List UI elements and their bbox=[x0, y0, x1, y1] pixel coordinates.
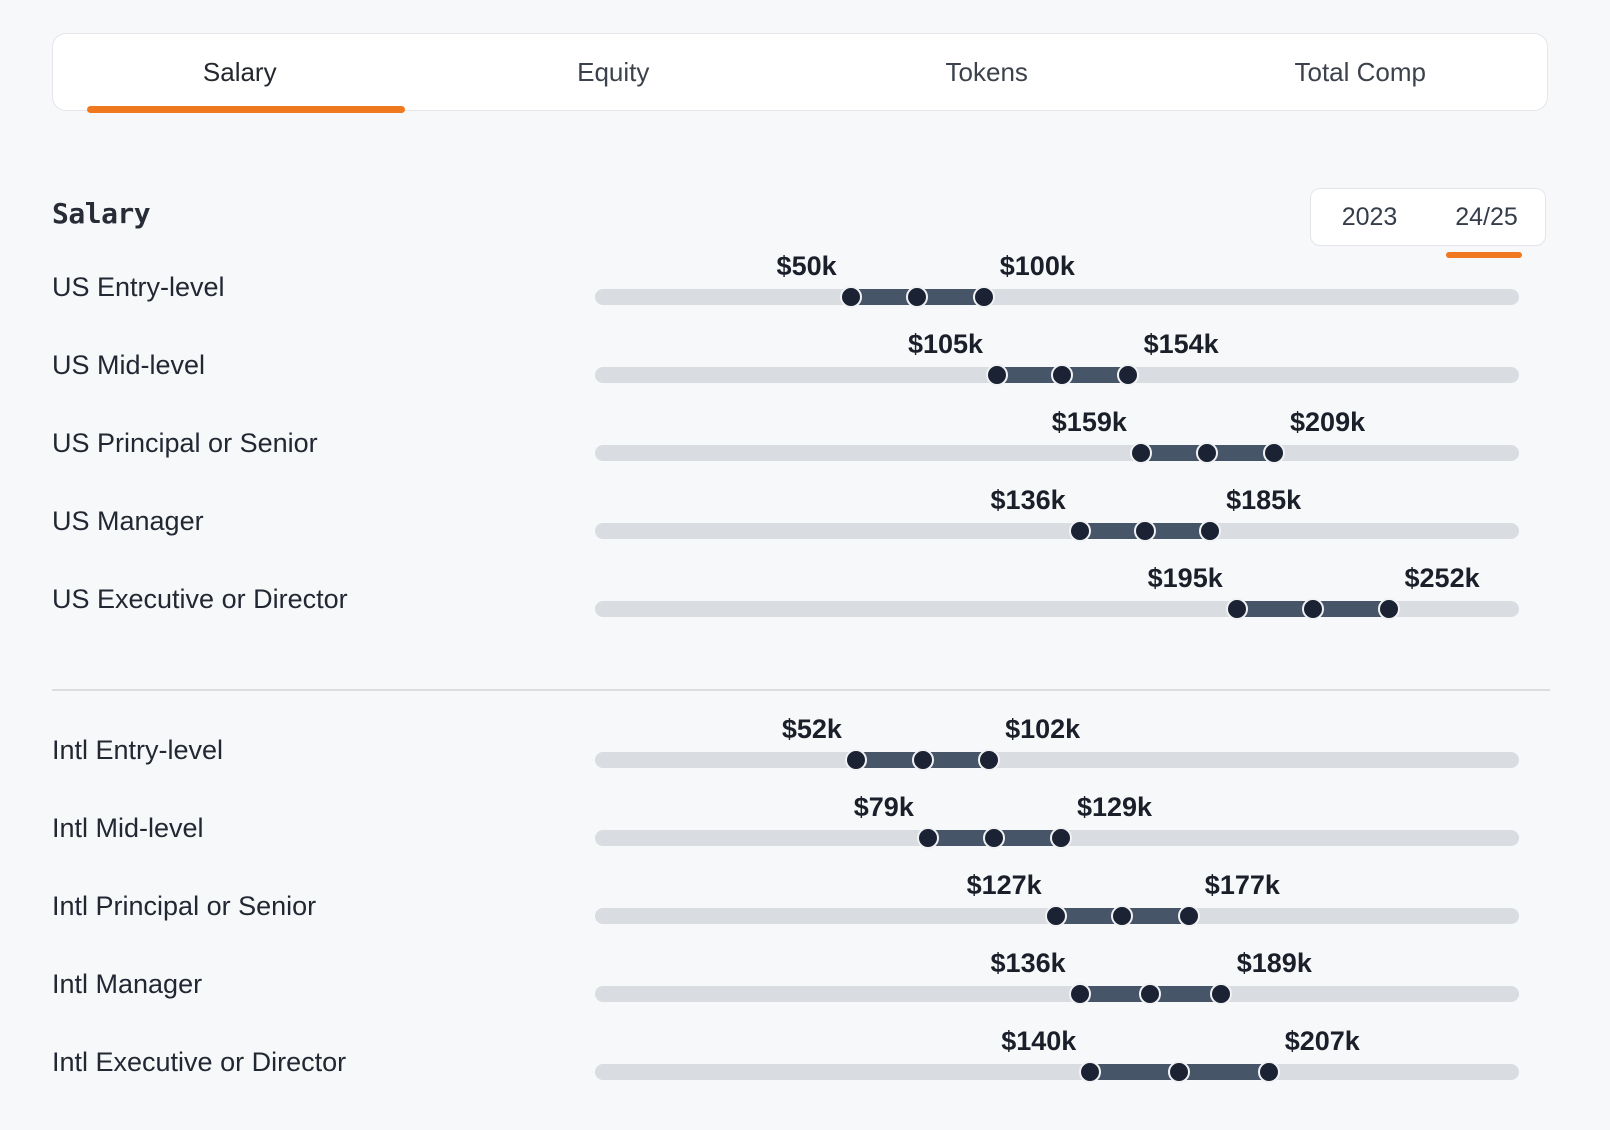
salary-row: US Principal or Senior $159k $209k bbox=[0, 403, 1610, 503]
max-value-label: $185k bbox=[1226, 485, 1302, 515]
tab-total-comp[interactable]: Total Comp bbox=[1174, 34, 1548, 110]
row-label: Intl Entry-level bbox=[52, 735, 224, 765]
max-dot bbox=[1377, 598, 1400, 620]
slider-track bbox=[595, 445, 1519, 461]
min-value-label: $159k bbox=[1051, 407, 1127, 437]
max-value-label: $207k bbox=[1284, 1026, 1360, 1056]
slider-track bbox=[595, 1064, 1519, 1080]
min-dot bbox=[844, 749, 867, 771]
tab-total-comp-label: Total Comp bbox=[1294, 56, 1427, 87]
section-divider bbox=[52, 689, 1550, 691]
min-dot bbox=[839, 286, 862, 308]
min-value-label: $52k bbox=[781, 714, 842, 744]
max-dot bbox=[972, 286, 995, 308]
tab-salary[interactable]: Salary bbox=[53, 34, 427, 113]
min-dot bbox=[986, 364, 1009, 386]
min-dot bbox=[916, 827, 939, 849]
salary-row: US Manager $136k $185k bbox=[0, 481, 1610, 581]
mid-dot bbox=[906, 286, 929, 308]
min-value-label: $79k bbox=[853, 792, 914, 822]
max-dot bbox=[1177, 905, 1200, 927]
max-value-label: $100k bbox=[999, 251, 1075, 281]
salary-row: Intl Executive or Director $140k $207k bbox=[0, 1022, 1610, 1122]
salary-row: US Mid-level $105k $154k bbox=[0, 325, 1610, 425]
year-option-24-25[interactable]: 24/25 bbox=[1455, 202, 1518, 231]
year-option-2023[interactable]: 2023 bbox=[1341, 202, 1398, 231]
active-tab-underline bbox=[87, 106, 405, 113]
mid-dot bbox=[983, 827, 1006, 849]
tab-tokens-label: Tokens bbox=[945, 56, 1028, 87]
salary-row: US Executive or Director $195k $252k bbox=[0, 559, 1610, 659]
tab-bar: Salary Equity Tokens Total Comp bbox=[52, 33, 1548, 113]
max-dot bbox=[1257, 1061, 1280, 1083]
row-label: Intl Executive or Director bbox=[52, 1047, 347, 1077]
max-dot bbox=[1199, 520, 1222, 542]
min-value-label: $127k bbox=[966, 870, 1042, 900]
slider-track bbox=[595, 523, 1519, 539]
max-value-label: $189k bbox=[1236, 948, 1312, 978]
tab-equity[interactable]: Equity bbox=[427, 34, 801, 110]
row-label: US Executive or Director bbox=[52, 584, 348, 614]
row-label: US Entry-level bbox=[52, 272, 225, 302]
salary-row: Intl Mid-level $79k $129k bbox=[0, 788, 1610, 888]
max-value-label: $209k bbox=[1290, 407, 1366, 437]
min-value-label: $50k bbox=[776, 251, 837, 281]
row-label: US Principal or Senior bbox=[52, 428, 318, 458]
min-dot bbox=[1129, 442, 1152, 464]
min-dot bbox=[1225, 598, 1248, 620]
min-value-label: $136k bbox=[990, 485, 1066, 515]
slider-track bbox=[595, 986, 1519, 1002]
row-label: US Manager bbox=[52, 506, 204, 536]
min-value-label: $105k bbox=[907, 329, 984, 359]
max-dot bbox=[1209, 983, 1232, 1005]
row-label: Intl Mid-level bbox=[52, 813, 204, 843]
mid-dot bbox=[1051, 364, 1074, 386]
mid-dot bbox=[1111, 905, 1134, 927]
mid-dot bbox=[911, 749, 934, 771]
max-value-label: $102k bbox=[1005, 714, 1081, 744]
tab-tokens[interactable]: Tokens bbox=[800, 34, 1174, 110]
min-dot bbox=[1068, 520, 1091, 542]
max-value-label: $129k bbox=[1076, 792, 1153, 822]
min-dot bbox=[1044, 905, 1067, 927]
min-dot bbox=[1079, 1061, 1102, 1083]
min-value-label: $136k bbox=[990, 948, 1066, 978]
row-label: Intl Manager bbox=[52, 969, 203, 999]
mid-dot bbox=[1168, 1061, 1191, 1083]
section-title: Salary bbox=[52, 197, 151, 230]
max-dot bbox=[1049, 827, 1072, 849]
max-value-label: $252k bbox=[1404, 563, 1480, 593]
salary-row: Intl Entry-level $52k $102k bbox=[0, 710, 1610, 810]
max-dot bbox=[1116, 364, 1139, 386]
mid-dot bbox=[1139, 983, 1162, 1005]
year-toggle: 2023 24/25 bbox=[1310, 188, 1546, 246]
salary-row: US Entry-level $50k $100k bbox=[0, 247, 1610, 347]
row-label: US Mid-level bbox=[52, 350, 206, 380]
mid-dot bbox=[1133, 520, 1156, 542]
slider-track bbox=[595, 752, 1519, 768]
max-value-label: $177k bbox=[1204, 870, 1280, 900]
max-value-label: $154k bbox=[1143, 329, 1219, 359]
tab-salary-label: Salary bbox=[202, 56, 277, 87]
salary-row: Intl Manager $136k $189k bbox=[0, 944, 1610, 1044]
min-value-label: $140k bbox=[1001, 1026, 1077, 1056]
row-label: Intl Principal or Senior bbox=[52, 891, 317, 921]
min-value-label: $195k bbox=[1147, 563, 1223, 593]
tab-equity-label: Equity bbox=[577, 56, 650, 87]
slider-track bbox=[595, 289, 1519, 305]
max-dot bbox=[978, 749, 1001, 771]
selected-year-underline bbox=[1446, 252, 1522, 258]
max-dot bbox=[1263, 442, 1286, 464]
salary-row: Intl Principal or Senior $127k $177k bbox=[0, 866, 1610, 966]
mid-dot bbox=[1301, 598, 1324, 620]
min-dot bbox=[1068, 983, 1091, 1005]
mid-dot bbox=[1196, 442, 1219, 464]
